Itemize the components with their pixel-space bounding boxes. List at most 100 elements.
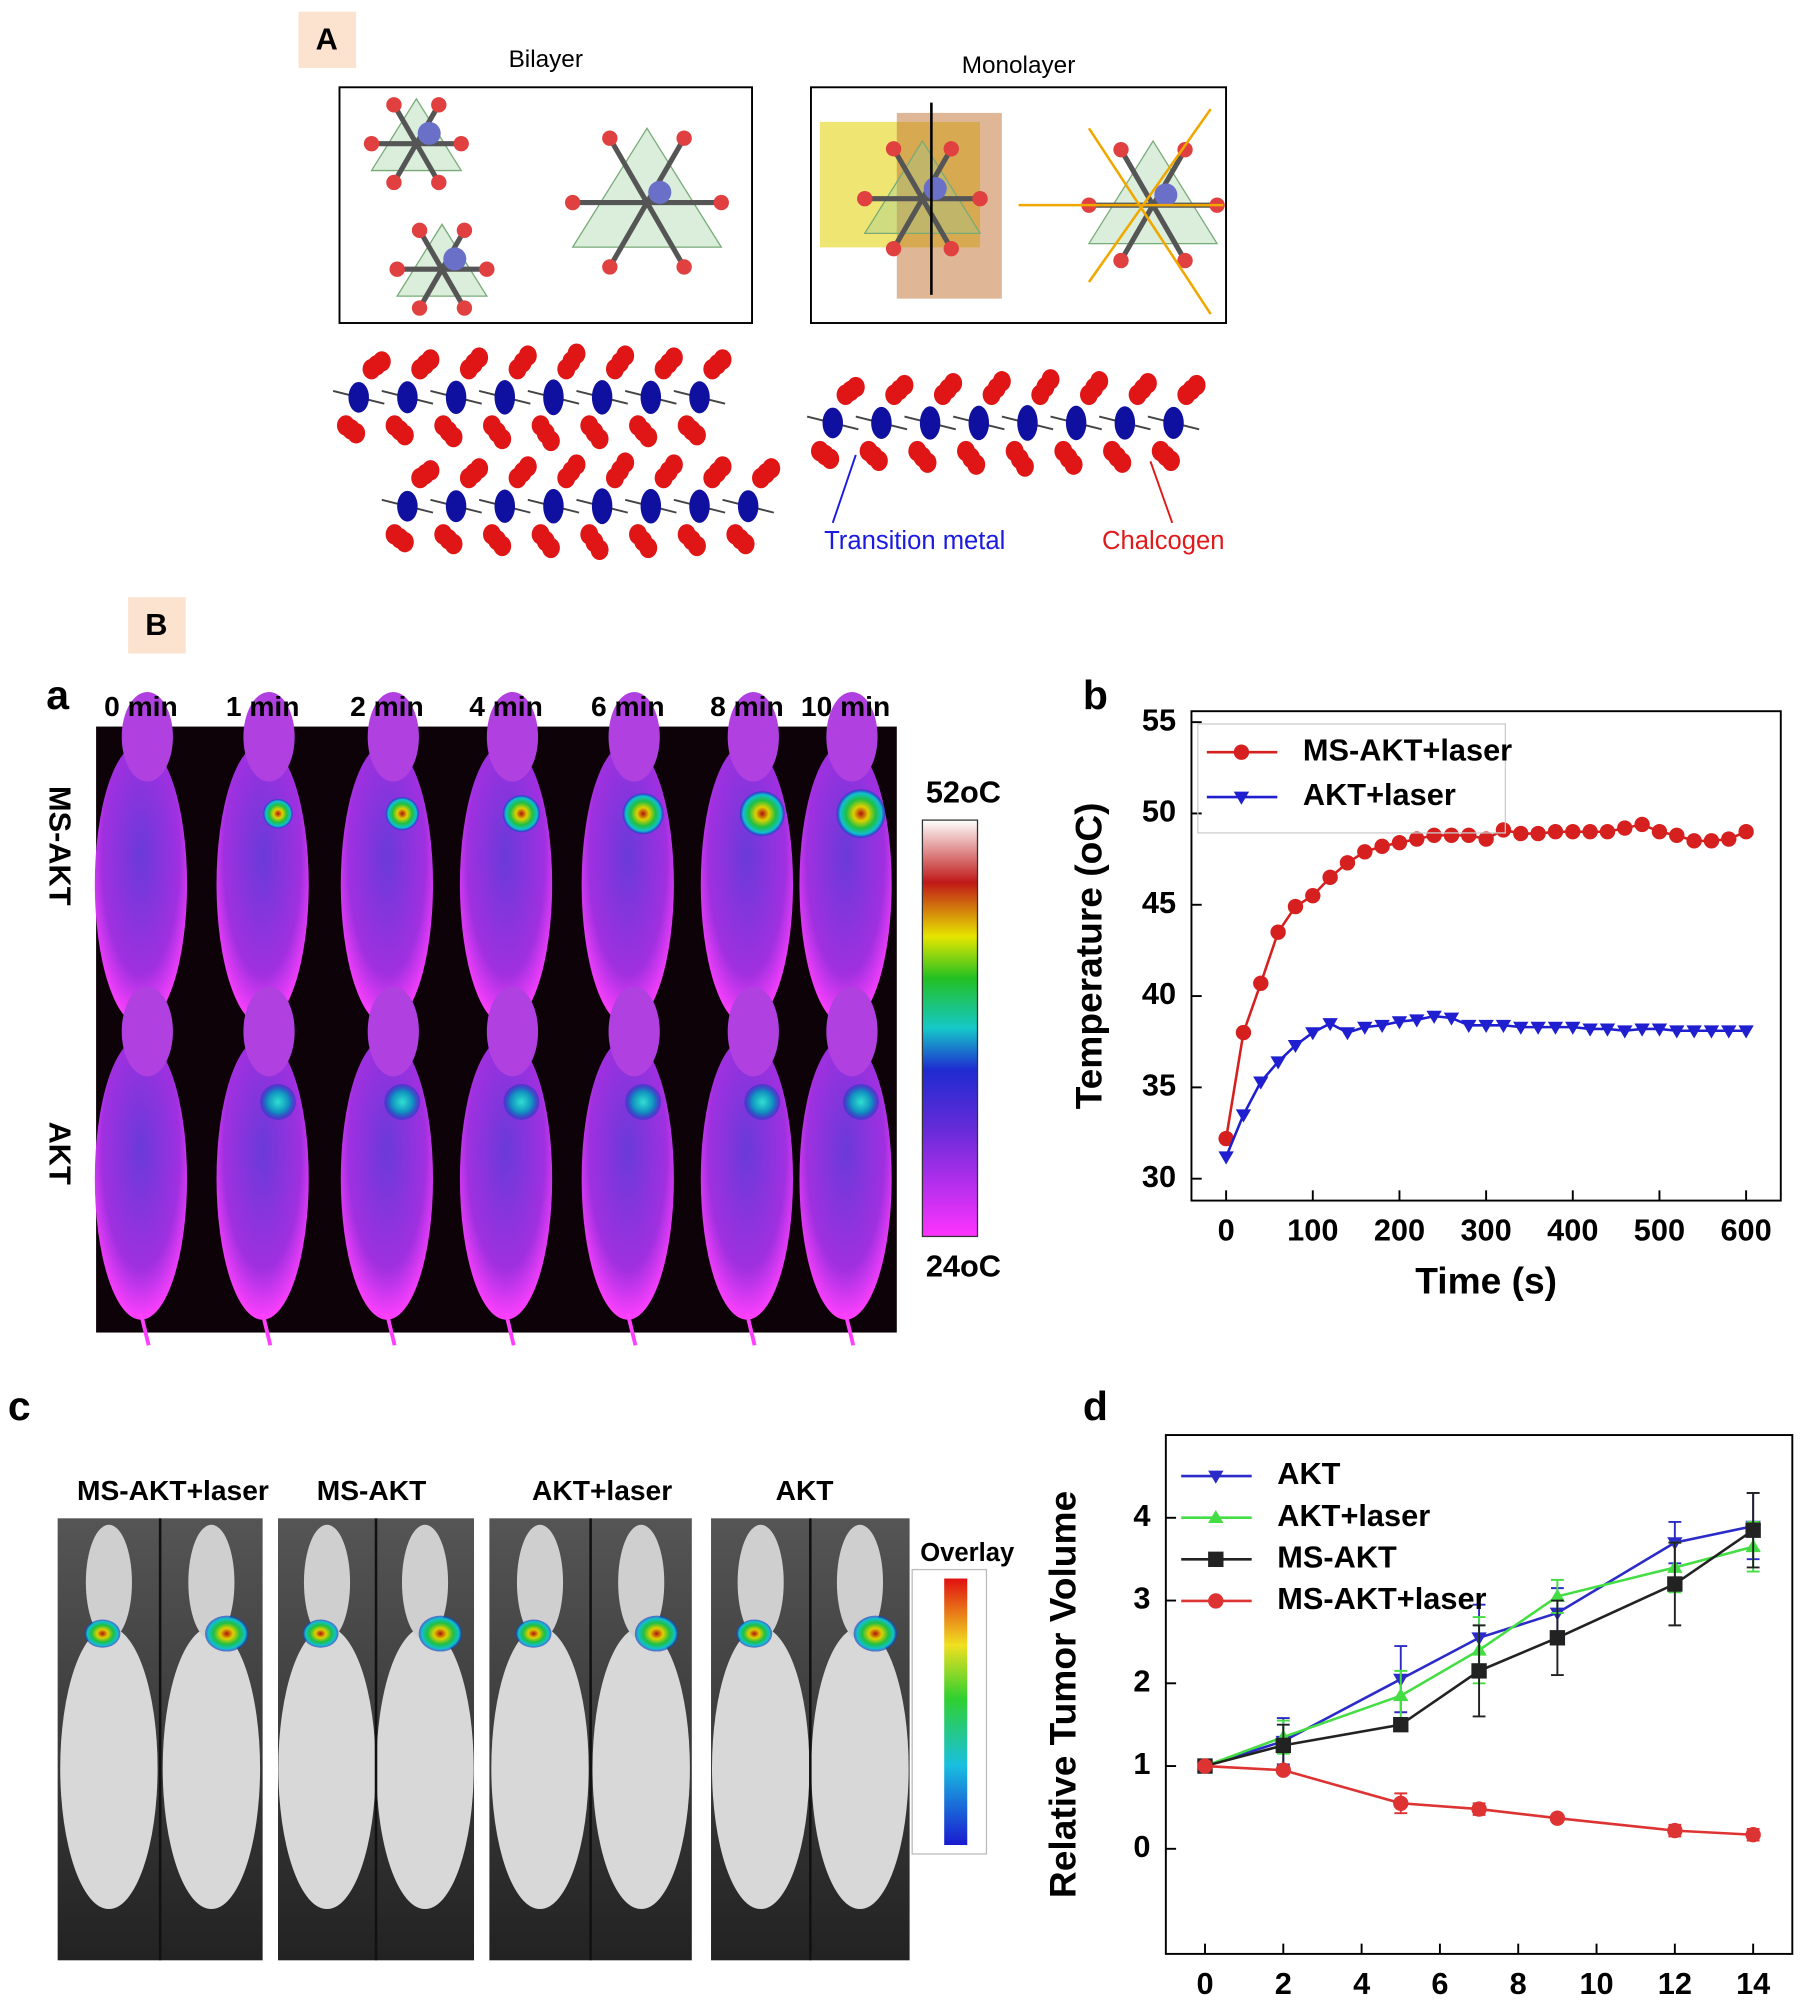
- mouse-body: [94, 1037, 188, 1320]
- mouse-head: [836, 1524, 884, 1641]
- chalcogen-atom: [590, 428, 609, 450]
- legend-frame: [1197, 723, 1506, 834]
- chalcogen-atom: [736, 533, 755, 555]
- x-tick-label: 4: [1353, 1966, 1370, 2001]
- colorbar: [944, 1578, 968, 1846]
- marker: [1270, 924, 1286, 940]
- marker: [1426, 1010, 1442, 1024]
- mouse-body: [799, 743, 892, 1026]
- mouse-tail: [139, 1312, 151, 1346]
- warm-spot: [625, 1084, 662, 1120]
- chalcogen-atom: [411, 300, 428, 316]
- marker: [1391, 834, 1408, 851]
- chalcogen-atom: [1113, 141, 1129, 158]
- structure-box: [338, 86, 753, 324]
- bond: [1118, 203, 1156, 262]
- x-tick-label: 0: [1196, 1966, 1213, 2001]
- chalcogen-atom: [944, 372, 963, 394]
- hot-spot: [622, 793, 664, 835]
- chalcogen-atom: [972, 191, 988, 207]
- marker: [1287, 1039, 1304, 1054]
- chalcogen-atom: [1177, 141, 1193, 158]
- y-tick-label: 50: [1142, 794, 1176, 829]
- y-axis-title: Relative Tumor Volume: [1042, 1491, 1084, 1898]
- marker: [1703, 833, 1720, 849]
- marker: [1530, 1021, 1546, 1035]
- metal-atom: [640, 380, 662, 414]
- metal-atom: [923, 176, 947, 201]
- group-label: MS-AKT: [317, 1474, 427, 1506]
- bond: [920, 197, 954, 250]
- chalcogen-atom: [1113, 252, 1129, 269]
- metal-atom: [968, 405, 990, 441]
- bioluminescence-images: [57, 1518, 910, 1961]
- legend-label: MS-AKT+laser: [1303, 732, 1512, 767]
- chalcogen-atom: [564, 194, 581, 211]
- marker: [1565, 1021, 1581, 1035]
- marker: [1617, 820, 1633, 836]
- chalcogen-atom: [885, 240, 902, 257]
- x-tick-label: 14: [1736, 1966, 1770, 2001]
- mouse-head: [303, 1524, 351, 1641]
- mouse-head: [121, 691, 173, 782]
- chalcogen-atom: [372, 351, 391, 372]
- mouse-head: [367, 691, 419, 782]
- metal-atom: [1114, 406, 1136, 440]
- polyhedron: [571, 127, 723, 248]
- bond: [607, 201, 650, 269]
- marker: [1667, 1822, 1683, 1839]
- mouse-head: [737, 1524, 784, 1641]
- chalcogen-atom: [687, 424, 706, 446]
- marker: [1393, 1688, 1409, 1702]
- marker: [1235, 1024, 1252, 1041]
- panel-label: B: [145, 607, 167, 642]
- chalcogen-atom: [602, 130, 618, 146]
- marker: [1443, 827, 1460, 844]
- mouse-head: [243, 691, 295, 782]
- marker: [1393, 1716, 1409, 1733]
- chalcogen-atom: [1015, 456, 1034, 477]
- marker: [1461, 1019, 1477, 1033]
- x-tick-label: 8: [1510, 1966, 1527, 2001]
- mouse-body: [376, 1627, 474, 1910]
- marker: [1471, 1663, 1487, 1679]
- marker: [1426, 827, 1442, 844]
- mouse-body: [162, 1627, 261, 1910]
- mouse-body: [700, 743, 794, 1026]
- row-label: AKT: [43, 1122, 78, 1185]
- marker: [1495, 822, 1512, 838]
- signal: [418, 1615, 463, 1652]
- marker: [1667, 1576, 1683, 1592]
- chalcogen-atom: [411, 222, 428, 239]
- time-label: 6 min: [591, 690, 665, 722]
- warm-spot: [842, 1084, 879, 1120]
- marker: [1357, 1021, 1373, 1035]
- metal-atom: [1017, 405, 1038, 441]
- marker: [1208, 1551, 1224, 1567]
- x-tick-label: 6: [1431, 1966, 1448, 2001]
- pointer: [831, 454, 857, 524]
- metal-atom: [1163, 406, 1184, 439]
- signal: [204, 1615, 249, 1652]
- chalcogen-atom: [395, 531, 414, 553]
- time-label: 1 min: [226, 690, 300, 722]
- chalcogen-atom: [967, 454, 986, 475]
- marker: [1357, 844, 1373, 860]
- bond: [1118, 148, 1156, 207]
- y-tick-label: 45: [1142, 885, 1176, 920]
- panel-label: A: [316, 21, 338, 56]
- mouse-body: [581, 743, 674, 1026]
- time-label: 4 min: [469, 690, 543, 722]
- metal-atom: [1154, 183, 1178, 207]
- chalcogen-atom: [713, 456, 732, 477]
- marker: [1391, 1016, 1408, 1030]
- metal-atom: [543, 488, 564, 524]
- mouse-head: [727, 691, 779, 782]
- y-tick-label: 35: [1142, 1067, 1176, 1102]
- mouse-body: [811, 1627, 909, 1910]
- chalcogen-atom: [616, 452, 635, 473]
- chalcogen-atom: [479, 261, 495, 277]
- panel-label: d: [1083, 1383, 1108, 1429]
- metal-atom: [543, 379, 564, 416]
- marker: [1582, 824, 1598, 840]
